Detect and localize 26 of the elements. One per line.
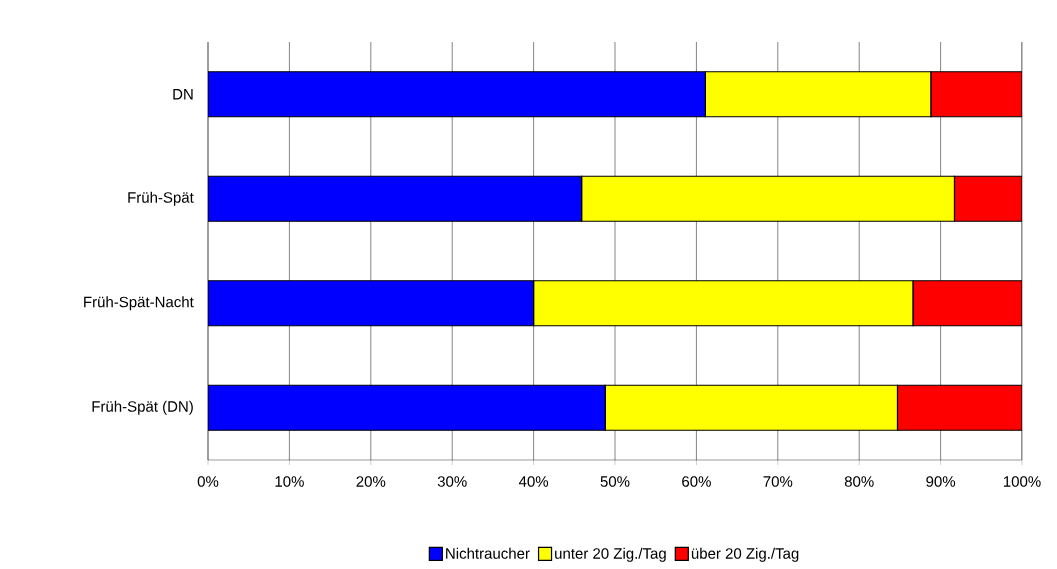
x-tick-label: 50% xyxy=(600,476,630,487)
x-tick-label: 80% xyxy=(844,476,874,487)
x-tick-label: 20% xyxy=(356,476,386,487)
x-tick-label: 0% xyxy=(197,476,219,487)
y-tick-label: Früh-Spät xyxy=(128,191,194,206)
x-tick-label: 100% xyxy=(1003,476,1041,487)
bar xyxy=(953,175,1023,222)
x-tick-label: 60% xyxy=(682,476,711,487)
x-tick-label: 40% xyxy=(518,476,549,487)
y-tick-label: Früh-Spät-Nacht xyxy=(84,296,194,311)
legend-label: unter 20 Zig./Tag xyxy=(555,547,666,562)
x-tick-label: 30% xyxy=(437,476,467,487)
y-tick-label: DN xyxy=(173,89,193,100)
bar xyxy=(208,280,535,327)
legend-label: Nichtraucher xyxy=(446,547,530,559)
bar xyxy=(208,71,706,118)
x-tick-label: 70% xyxy=(763,476,793,487)
bar xyxy=(896,384,1023,431)
x-tick-label: 10% xyxy=(275,476,304,487)
bar xyxy=(208,175,583,222)
x-tick-label: 90% xyxy=(926,476,956,487)
bar xyxy=(930,71,1023,118)
bar xyxy=(208,384,606,431)
legend-label: über 20 Zig./Tag xyxy=(691,547,799,562)
y-tick-label: Früh-Spät (DN) xyxy=(92,400,193,415)
bar xyxy=(912,280,1023,327)
